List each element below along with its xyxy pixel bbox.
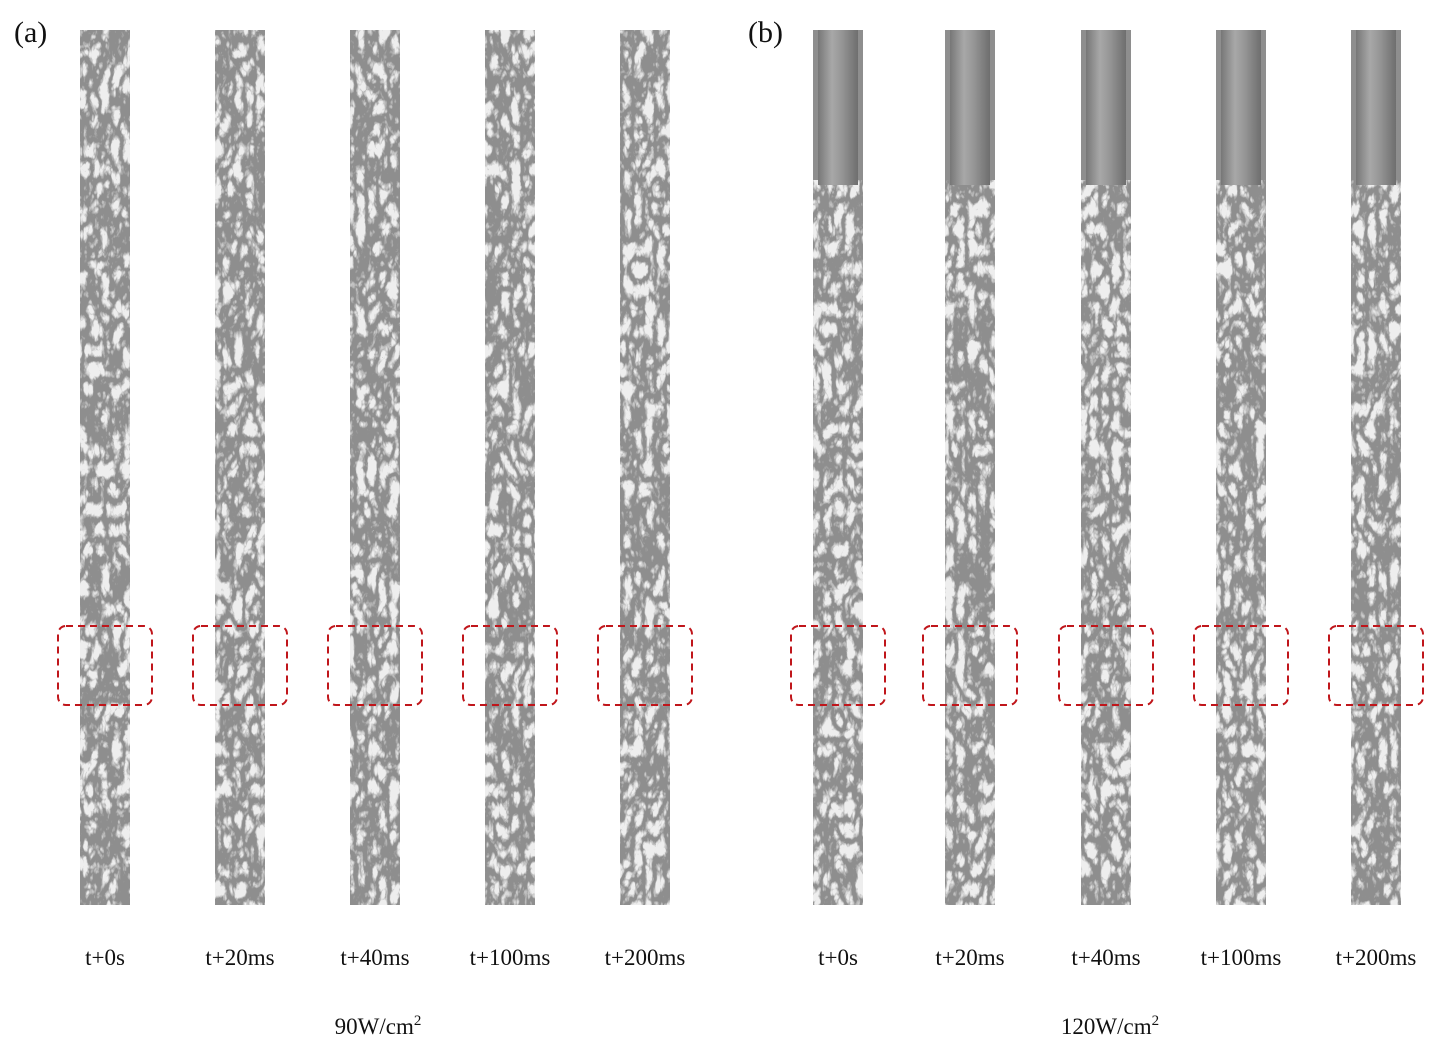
tube-section [1086, 30, 1126, 185]
caption-text: 120W/cm [1061, 1014, 1152, 1039]
caption-text: 90W/cm [335, 1014, 414, 1039]
bubble-texture [80, 30, 130, 905]
frame-label: t+200ms [605, 945, 686, 970]
highlight-box [1058, 625, 1154, 706]
bubble-texture [945, 180, 995, 905]
frame-label: t+100ms [1201, 945, 1282, 970]
bubble-texture [350, 30, 400, 905]
bubble-texture [215, 30, 265, 905]
highlight-box [327, 625, 423, 706]
caption-sup: 2 [1152, 1013, 1160, 1029]
bubble-texture [813, 180, 863, 905]
caption: 120W/cm2 [1061, 1013, 1159, 1039]
tube-section [818, 30, 858, 185]
highlight-box [597, 625, 693, 706]
highlight-box [192, 625, 288, 706]
bubble-texture [1216, 180, 1266, 905]
frame-label: t+100ms [470, 945, 551, 970]
frame-label: t+20ms [935, 945, 1004, 970]
bubble-texture [485, 30, 535, 905]
frame-label: t+0s [85, 945, 125, 970]
caption: 90W/cm2 [335, 1013, 422, 1039]
frame-label: t+40ms [340, 945, 409, 970]
bubble-texture [1081, 180, 1131, 905]
tube-section [1356, 30, 1396, 185]
tube-section [1221, 30, 1261, 185]
bubble-texture [1351, 180, 1401, 905]
tube-section [950, 30, 990, 185]
highlight-box [790, 625, 886, 706]
panel-label: (a) [14, 16, 47, 49]
highlight-box [57, 625, 153, 706]
frame-label: t+200ms [1336, 945, 1417, 970]
caption-sup: 2 [414, 1013, 422, 1029]
frame-label: t+40ms [1071, 945, 1140, 970]
panel-label: (b) [748, 16, 783, 49]
frame-label: t+0s [818, 945, 858, 970]
highlight-box [1328, 625, 1424, 706]
highlight-box [922, 625, 1018, 706]
highlight-box [462, 625, 558, 706]
frame-label: t+20ms [205, 945, 274, 970]
highlight-box [1193, 625, 1289, 706]
bubble-texture [620, 30, 670, 905]
